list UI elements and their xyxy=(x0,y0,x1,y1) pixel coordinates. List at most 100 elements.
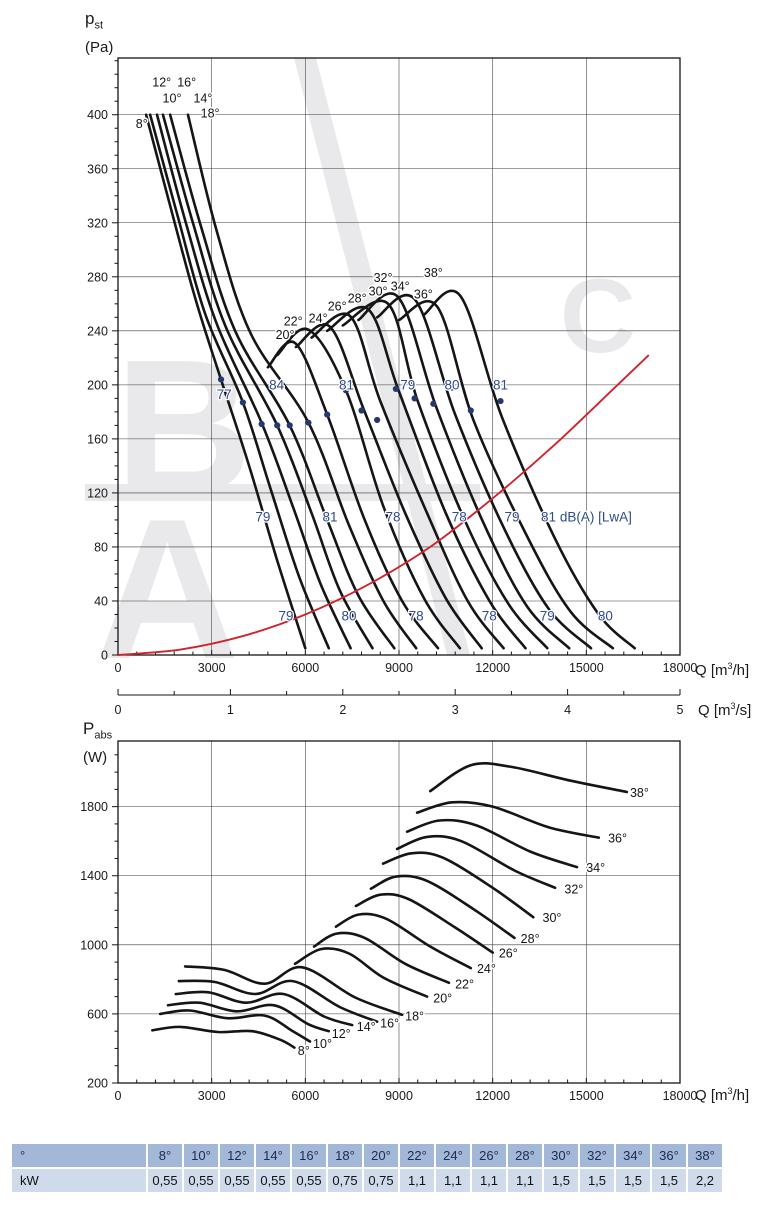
y-tick-label: 160 xyxy=(87,432,108,446)
system-resistance-curve xyxy=(117,354,650,656)
curve-12deg xyxy=(155,113,352,650)
angle-label-10deg: 10° xyxy=(313,1037,332,1051)
y-tick-label: 80 xyxy=(94,540,108,554)
kw-value-cell: 1,5 xyxy=(616,1169,650,1192)
angle-label-34deg: 34° xyxy=(391,279,410,293)
fan-curves xyxy=(151,761,629,1049)
operating-point-dot xyxy=(324,411,331,418)
curve-26deg xyxy=(354,892,494,954)
noise-level-label: 81 xyxy=(493,377,508,392)
angle-label-18deg: 18° xyxy=(201,106,220,120)
x-tick-label: 6000 xyxy=(291,661,319,675)
y-tick-label: 200 xyxy=(87,1077,108,1091)
kw-value-cell: 2,2 xyxy=(688,1169,722,1192)
noise-level-label: 81 dB(A) [LwA] xyxy=(541,510,632,525)
operating-point-dot xyxy=(497,397,504,405)
y-tick-label: 120 xyxy=(87,486,108,500)
angle-label-20deg: 20° xyxy=(276,328,295,342)
kw-value-cell: 0,55 xyxy=(184,1169,218,1192)
angle-header-cell: 16° xyxy=(292,1144,326,1167)
kw-value-cell: 1,1 xyxy=(508,1169,542,1192)
angle-header-cell: 34° xyxy=(616,1144,650,1167)
angle-header-cell: 12° xyxy=(220,1144,254,1167)
curve-24deg xyxy=(294,323,483,650)
operating-point-dot xyxy=(430,400,437,407)
grid xyxy=(118,741,680,1083)
curve-14deg xyxy=(174,990,354,1027)
x-tick-label: 3000 xyxy=(198,661,226,675)
y-tick-label: 1800 xyxy=(80,800,108,814)
curve-28deg xyxy=(369,874,516,940)
noise-level-label: 80 xyxy=(598,608,613,623)
bottom-y-axis-title: Pabs (W) xyxy=(83,718,112,768)
curve-20deg xyxy=(266,340,440,650)
y-tick-label: 280 xyxy=(87,270,108,284)
top-y-axis-title: pst (Pa) xyxy=(85,8,113,58)
angle-label-34deg: 34° xyxy=(586,861,605,875)
operating-point-dot xyxy=(342,387,350,394)
kw-value-cell: 1,1 xyxy=(472,1169,506,1192)
angle-label-28deg: 28° xyxy=(521,932,540,946)
y-tick-label: 240 xyxy=(87,324,108,338)
pst-unit: (Pa) xyxy=(85,39,114,57)
axis-tick-labels: 0 40 80 120 160 200 240 280 320 360 400 0 3000 6000 90… xyxy=(87,108,697,675)
curve-34deg xyxy=(375,293,593,650)
x-tick-label: 3000 xyxy=(198,1089,226,1103)
curve-38deg xyxy=(422,289,636,650)
x-tick-label: 18000 xyxy=(663,1089,698,1103)
plot-frame xyxy=(117,740,681,1084)
operating-point-dot xyxy=(305,419,312,426)
x-tick-label: 9000 xyxy=(385,1089,413,1103)
operating-point-dot xyxy=(411,395,418,402)
angle-label-10deg: 10° xyxy=(163,92,182,106)
noise-level-label: 78 xyxy=(482,608,497,623)
curve-36deg xyxy=(415,800,601,839)
y-tick-label: 1400 xyxy=(80,869,108,883)
angle-label-30deg: 30° xyxy=(369,285,388,299)
bottom-x-axis-unit-label: Q [m3/h] xyxy=(695,1086,750,1104)
curve-14deg xyxy=(161,113,374,650)
x-tick-label: 12000 xyxy=(475,661,510,675)
kw-value-cell: 1,1 xyxy=(400,1169,434,1192)
angle-header-cell: 8° xyxy=(148,1144,182,1167)
angle-label-14deg: 14° xyxy=(357,1020,376,1034)
operating-point-dot xyxy=(374,416,381,424)
curve-26deg xyxy=(310,312,505,650)
angle-header-cell: 18° xyxy=(328,1144,362,1167)
pabs-symbol: P xyxy=(83,719,95,738)
angle-label-16deg: 16° xyxy=(380,1016,399,1030)
noise-level-label: 79 xyxy=(278,608,293,623)
pabs-unit: (W) xyxy=(83,749,108,767)
operating-point-dot xyxy=(239,399,246,406)
angle-header-cell: 30° xyxy=(544,1144,578,1167)
y-tick-label: 320 xyxy=(87,216,108,230)
operating-point-dot xyxy=(286,422,293,429)
pabs-subscript: abs xyxy=(94,729,113,742)
angle-label-22deg: 22° xyxy=(284,314,303,328)
pst-subscript: st xyxy=(94,19,104,32)
y-tick-label: 200 xyxy=(87,378,108,392)
x-tick-label: 15000 xyxy=(569,661,604,675)
curve-22deg xyxy=(312,931,451,985)
x-tick-label: 6000 xyxy=(291,1089,319,1103)
angle-label-26deg: 26° xyxy=(499,946,518,960)
operating-point-dot xyxy=(258,420,265,428)
operating-point-dot xyxy=(274,422,281,429)
plot-frame xyxy=(117,57,681,656)
noise-level-label: 77 xyxy=(217,387,232,402)
secondary-x-axis-unit-label: Q [m3/s] xyxy=(698,701,752,719)
angle-label-8deg: 8° xyxy=(298,1044,310,1058)
y-tick-label: 600 xyxy=(87,1007,108,1021)
blade-angle-labels: 8° 10° 12° 14° 16° 18° 20°22° 24°26°28°30°32°34… xyxy=(134,74,444,344)
kw-value-cell: 0,55 xyxy=(220,1169,254,1192)
angle-label-14deg: 14° xyxy=(193,92,212,106)
noise-level-label: 79 xyxy=(540,608,555,623)
x2-tick-label: 3 xyxy=(452,703,459,717)
power-rating-table: ° 8° 10° 12° 14° 16° 18° 20° 22° 24° 26° 28° 30° 32° 3… xyxy=(10,1142,724,1194)
angle-label-16deg: 16° xyxy=(177,75,196,89)
operating-point-dot xyxy=(217,376,225,383)
angle-header-cell: 28° xyxy=(508,1144,542,1167)
angle-label-38deg: 38° xyxy=(630,786,649,800)
curve-18deg xyxy=(186,113,418,650)
noise-level-label: 81 xyxy=(322,510,337,525)
